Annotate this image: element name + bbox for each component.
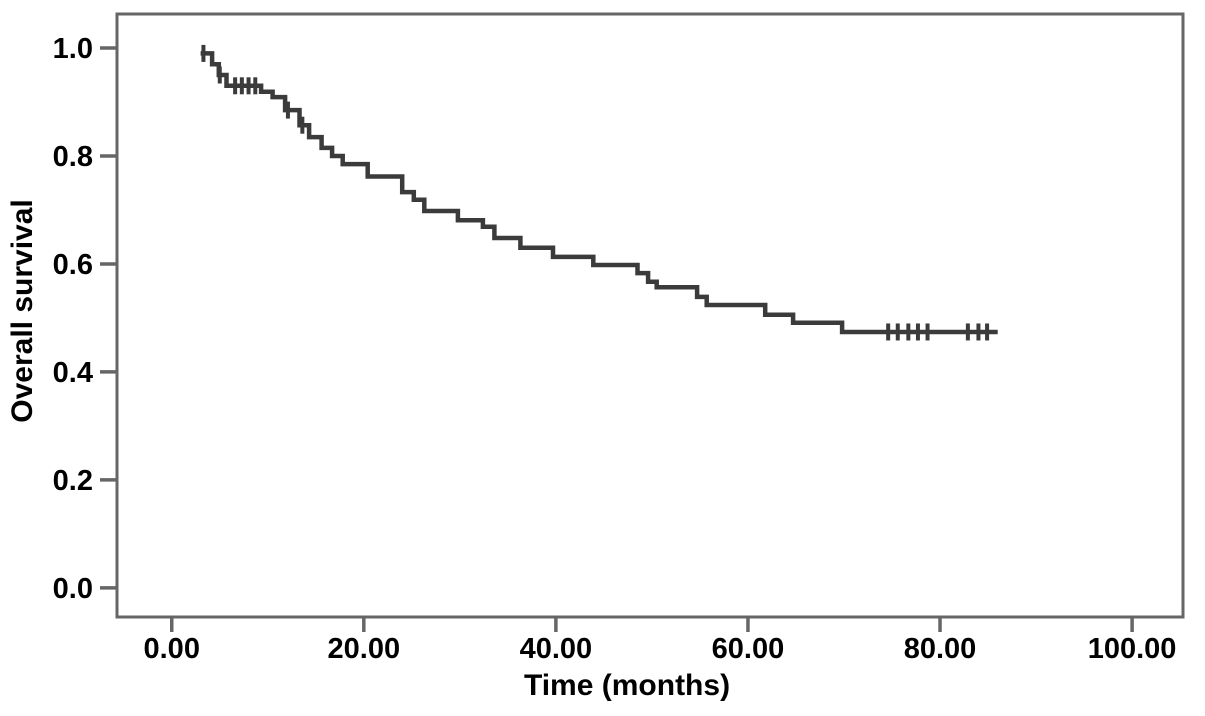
y-tick-label: 0.6 [53,249,93,281]
x-tick-label: 100.00 [1088,633,1177,665]
x-tick-label: 80.00 [904,633,977,665]
censor-marks-group [201,44,990,341]
x-axis-ticks: 0.00 20.00 40.00 60.00 80.00 100.00 [144,617,1177,665]
y-axis-title: Overall survival [6,199,39,422]
x-axis-title: Time (months) [524,669,730,702]
x-tick-label: 20.00 [328,633,401,665]
y-tick-label: 0.2 [53,465,93,497]
x-tick-label: 60.00 [712,633,785,665]
y-tick-label: 1.0 [53,33,93,65]
y-axis-ticks: 0.0 0.2 0.4 0.6 0.8 1.0 [53,33,117,605]
x-tick-label: 0.00 [144,633,200,665]
y-tick-label: 0.4 [53,357,93,389]
plot-frame [115,12,1185,619]
y-tick-label: 0.8 [53,141,93,173]
survival-curve-group [200,51,998,335]
x-tick-label: 40.00 [520,633,593,665]
survival-curve [200,51,998,335]
y-tick-label: 0.0 [53,573,93,605]
